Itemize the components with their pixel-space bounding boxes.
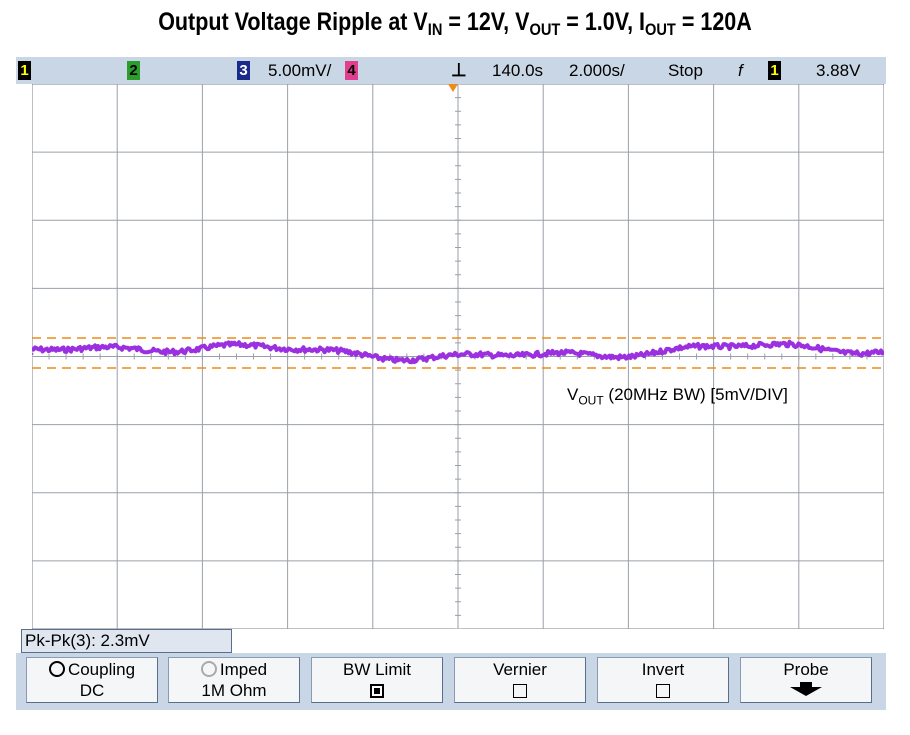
page-title: Output Voltage Ripple at VIN = 12V, VOUT… [158,8,752,39]
waveform-screen[interactable]: 3 VOUT (20MHz BW) [5mV/DIV] [32,84,884,629]
knob-icon [48,661,65,677]
impedance-softkey[interactable]: Imped 1M Ohm [168,657,300,703]
channel-1-button[interactable]: 1 [18,61,31,80]
checkbox-empty-icon [656,684,670,698]
softkey-bar: Coupling DC Imped 1M Ohm BW Limit Vernie… [16,653,886,710]
channel-4-button[interactable]: 4 [345,61,358,80]
coupling-softkey[interactable]: Coupling DC [26,657,158,703]
trigger-marker-icon [448,84,458,92]
cursor-lines [32,337,884,369]
channel-3-ground-icon [32,352,34,356]
vernier-softkey[interactable]: Vernier [454,657,586,703]
waveform-trace [32,339,884,365]
timebase-readout: 2.000s/ [569,61,625,80]
probe-softkey[interactable]: Probe [740,657,872,703]
down-arrow-icon [790,682,822,696]
pk-pk-measurement: Pk-Pk(3): 2.3mV [21,629,232,653]
status-bar: 1 2 3 5.00mV/ 4 ⊥ 140.0s 2.000s/ Stop f … [16,57,886,84]
trigger-position-icon: ⊥ [451,60,467,80]
grid-lines [32,84,884,629]
trigger-slope-icon: f [738,61,743,80]
graticule: 3 [32,84,884,629]
oscilloscope-display: 1 2 3 5.00mV/ 4 ⊥ 140.0s 2.000s/ Stop f … [16,57,886,710]
trigger-level: 3.88V [816,61,861,80]
run-state[interactable]: Stop [668,61,703,80]
delay-readout: 140.0s [492,61,544,80]
bw-limit-softkey[interactable]: BW Limit [311,657,443,703]
trigger-source: 1 [768,61,781,80]
knob-icon [200,661,217,677]
checkbox-checked-icon [370,684,384,698]
checkbox-empty-icon [513,684,527,698]
trace-label: VOUT (20MHz BW) [5mV/DIV] [567,385,788,408]
channel-3-button[interactable]: 3 [237,61,250,80]
invert-softkey[interactable]: Invert [597,657,729,703]
channel-2-button[interactable]: 2 [127,61,140,80]
channel-3-scale: 5.00mV/ [268,61,332,80]
